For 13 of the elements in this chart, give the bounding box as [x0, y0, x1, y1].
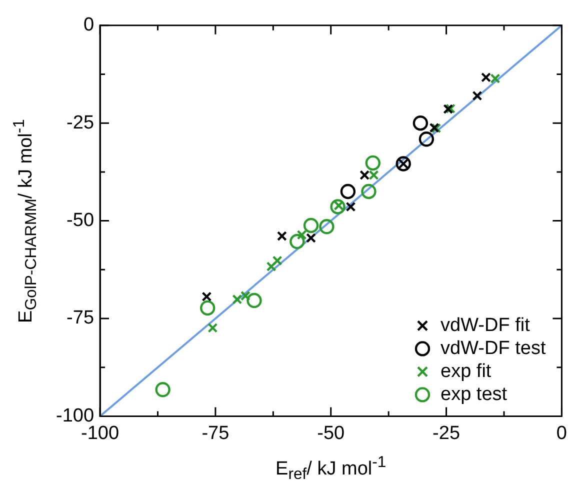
y-tick-label: 0 — [83, 14, 94, 36]
legend-label: vdW-DF test — [440, 338, 546, 359]
x-tick-label: 0 — [556, 422, 568, 444]
legend-label: exp fit — [440, 360, 492, 382]
y-tick-label: -50 — [66, 210, 94, 232]
x-axis-title: E$_{ref}$/ kJ mol$^{-1}$ — [274, 454, 388, 484]
y-tick-label: -25 — [66, 112, 94, 134]
x-tick-label: -50 — [317, 422, 345, 444]
y-tick-label: -75 — [66, 308, 94, 329]
legend-label: exp test — [440, 384, 508, 405]
x-tick-label: -75 — [202, 422, 230, 444]
legend-label: vdW-DF fit — [440, 314, 531, 336]
x-tick-label: -25 — [432, 422, 460, 444]
